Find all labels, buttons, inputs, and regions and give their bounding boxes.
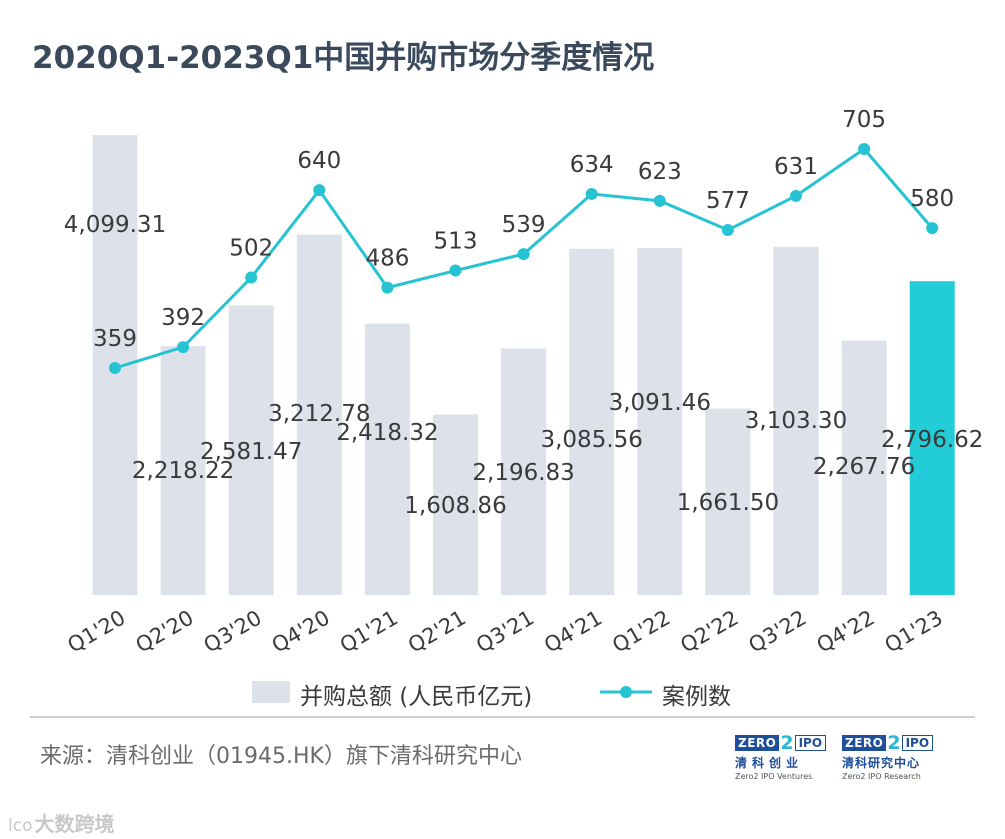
zero2ipo-research-logo: ZERO 2 IPO 清科研究中心 Zero2 IPO Research xyxy=(842,731,942,784)
bar-value-label: 4,099.31 xyxy=(64,212,166,238)
line-value-label: 705 xyxy=(842,107,886,133)
line-point xyxy=(449,264,462,277)
x-axis-ticks: Q1'20 Q2'20 Q3'20 Q4'20 Q1'21 Q2'21 Q3'21 Q4'21… xyxy=(63,606,946,658)
bar-value-label: 3,212.78 xyxy=(268,401,370,427)
x-tick-label: Q1'20 xyxy=(63,606,129,658)
x-tick-label: Q3'21 xyxy=(472,606,538,658)
bar-value-label: 1,608.86 xyxy=(404,493,506,519)
line-point xyxy=(653,194,666,207)
line-value-label: 513 xyxy=(434,229,478,255)
bar-value-label: 2,796.62 xyxy=(881,427,983,453)
line-value-label: 640 xyxy=(297,148,341,174)
bar-value-label: 3,091.46 xyxy=(609,390,711,416)
logo-two-text: 2 xyxy=(887,731,901,754)
watermark-text: 大数跨境 xyxy=(34,812,115,836)
bar xyxy=(637,248,683,595)
line-point xyxy=(926,222,939,235)
x-tick-label: Q3'22 xyxy=(744,606,810,658)
watermark-icon: lco xyxy=(8,816,33,836)
bar xyxy=(296,234,342,595)
line-point xyxy=(313,184,326,197)
line-point xyxy=(381,281,394,294)
legend-line-label: 案例数 xyxy=(662,684,731,710)
line-point xyxy=(585,187,598,200)
line-point xyxy=(517,248,530,261)
legend-bar-label: 并购总额 (人民币亿元) xyxy=(300,684,533,710)
logo-zero-text: ZERO xyxy=(842,734,887,751)
line-value-label: 486 xyxy=(365,246,409,272)
case-count-line xyxy=(109,143,939,374)
source-note: 来源：清科创业（01945.HK）旗下清科研究中心 xyxy=(40,744,522,769)
line-labels: 359 392 502 640 486 513 539 634 623 577 631 705 580 xyxy=(93,107,954,352)
line-value-label: 539 xyxy=(502,212,546,238)
logo-ipo-text: IPO xyxy=(794,734,827,751)
bar xyxy=(569,248,615,595)
watermark: lco 大数跨境 xyxy=(8,808,114,837)
logo-two-text: 2 xyxy=(780,731,794,754)
logo-cn-text: 清科研究中心 xyxy=(842,756,921,770)
chart-legend: 并购总额 (人民币亿元) 案例数 xyxy=(0,675,1005,711)
zero2ipo-ventures-logo: ZERO 2 IPO 清科创业 Zero2 IPO Ventures xyxy=(735,731,835,784)
x-tick-label: Q1'21 xyxy=(336,606,402,658)
divider xyxy=(30,716,975,718)
logo-cn-text: 清科创业 xyxy=(735,756,804,770)
bar xyxy=(909,281,955,595)
bar-labels: 4,099.31 2,218.222,581.47 3,212.782,418.32… xyxy=(64,212,984,519)
bar xyxy=(501,348,547,595)
legend-bar-swatch xyxy=(252,681,290,703)
x-tick-label: Q2'20 xyxy=(132,606,198,658)
bar xyxy=(773,246,819,595)
line-point xyxy=(177,341,190,354)
bar-value-label: 2,581.47 xyxy=(200,439,302,465)
line-value-label: 623 xyxy=(638,159,682,185)
logo-en-text: Zero2 IPO Research xyxy=(842,772,921,781)
bar xyxy=(433,414,478,595)
bar xyxy=(160,346,206,595)
line-value-label: 577 xyxy=(706,188,750,214)
line-point xyxy=(109,362,121,374)
page-title: 2020Q1-2023Q1中国并购市场分季度情况 xyxy=(32,40,655,76)
bar-value-label: 3,085.56 xyxy=(540,427,642,453)
line-point xyxy=(858,143,871,155)
logo-en-text: Zero2 IPO Ventures xyxy=(735,772,813,781)
line-value-label: 392 xyxy=(161,305,205,331)
x-tick-label: Q2'22 xyxy=(676,606,742,658)
bar xyxy=(705,408,751,595)
x-tick-label: Q3'20 xyxy=(200,606,266,658)
line-value-label: 359 xyxy=(93,326,137,352)
bar-value-label: 2,218.22 xyxy=(132,458,234,484)
x-tick-label: Q4'22 xyxy=(813,606,879,658)
bar-value-label: 2,418.32 xyxy=(336,420,438,446)
line-point xyxy=(790,189,802,202)
line-point xyxy=(245,271,258,284)
logo-ipo-text: IPO xyxy=(901,734,934,751)
line-point xyxy=(721,224,734,237)
x-tick-label: Q4'21 xyxy=(540,606,606,658)
legend-line-swatch xyxy=(600,686,652,698)
bars xyxy=(92,135,955,595)
x-tick-label: Q1'22 xyxy=(608,606,674,658)
line-value-label: 580 xyxy=(910,186,954,212)
bar-value-label: 1,661.50 xyxy=(677,490,779,516)
bar xyxy=(364,323,410,595)
bar-value-label: 3,103.30 xyxy=(745,408,847,434)
x-tick-label: Q2'21 xyxy=(404,606,470,658)
bar xyxy=(228,305,274,595)
bar xyxy=(841,340,887,595)
x-tick-label: Q1'23 xyxy=(881,606,947,658)
line-value-label: 634 xyxy=(570,152,614,178)
line-value-label: 502 xyxy=(229,235,273,261)
logo-zero-text: ZERO xyxy=(735,734,780,751)
bar-value-label: 2,196.83 xyxy=(472,460,574,486)
combo-chart: 4,099.31 2,218.222,581.47 3,212.782,418.32… xyxy=(63,107,984,658)
bar-value-label: 2,267.76 xyxy=(813,454,915,480)
line-value-label: 631 xyxy=(774,154,818,180)
x-tick-label: Q4'20 xyxy=(268,606,334,658)
